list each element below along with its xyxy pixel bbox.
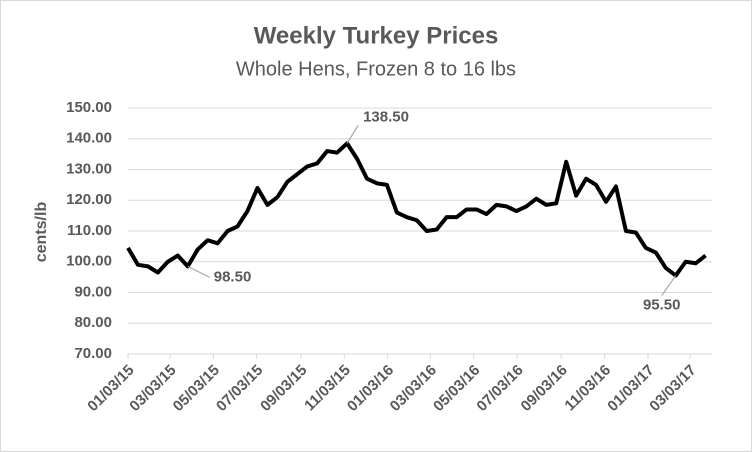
y-tick-label: 120.00: [66, 191, 112, 208]
annotation-leader: [187, 265, 211, 278]
y-tick-label: 100.00: [66, 253, 112, 270]
y-axis-label: cents/lb: [33, 202, 50, 263]
annotation-leader: [661, 275, 677, 296]
annotation-label: 138.50: [363, 108, 409, 125]
data-line: [126, 141, 707, 278]
y-tick-label: 80.00: [74, 314, 112, 331]
annotation-label: 95.50: [643, 297, 681, 314]
chart-subtitle: Whole Hens, Frozen 8 to 16 lbs: [236, 58, 516, 80]
annotation-label: 98.50: [214, 268, 252, 285]
y-tick-label: 130.00: [66, 160, 112, 177]
annotation-leader: [346, 125, 359, 144]
y-tick-label: 110.00: [67, 222, 112, 239]
chart-title: Weekly Turkey Prices: [254, 22, 499, 49]
y-tick-label: 140.00: [66, 130, 112, 147]
y-tick-label: 90.00: [74, 283, 112, 300]
y-tick-label: 70.00: [74, 345, 112, 362]
y-tick-label: 150.00: [66, 99, 112, 116]
